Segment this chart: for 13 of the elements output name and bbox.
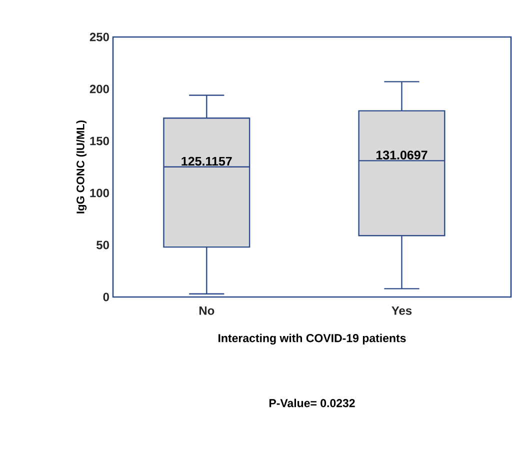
x-axis-title: Interacting with COVID-19 patients — [218, 334, 406, 345]
y-tick-label: 150 — [90, 136, 109, 146]
y-axis-title: IgG CONC (IU/ML) — [76, 120, 87, 214]
x-tick-label: Yes — [392, 306, 412, 315]
text: P-Value= 0.0232 — [269, 398, 355, 408]
annotation: 125.1157 — [182, 156, 232, 166]
x-tick-label: No — [199, 306, 214, 315]
y-tick-label: 50 — [96, 240, 109, 250]
y-tick-label: 0 — [103, 292, 109, 302]
annotation: 131.0697 — [376, 150, 428, 160]
y-tick-label: 250 — [90, 32, 109, 42]
y-tick-label: 100 — [90, 188, 109, 198]
y-tick-label: 200 — [90, 84, 109, 94]
